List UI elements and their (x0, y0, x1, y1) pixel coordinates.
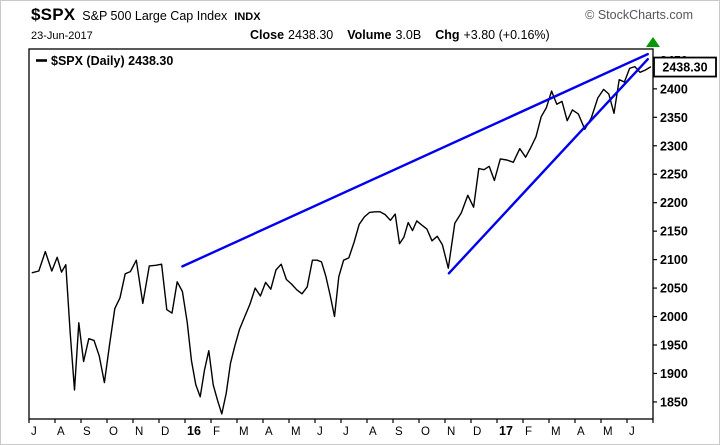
y-axis-label: 1950 (660, 339, 688, 353)
close-label: Close (250, 28, 285, 42)
x-axis-label: F (213, 426, 220, 438)
x-axis-label: N (135, 426, 143, 438)
volume-label: Volume (347, 28, 392, 42)
y-axis-label: 2150 (660, 225, 688, 239)
x-axis-label: A (577, 426, 585, 438)
x-axis-label: J (31, 426, 37, 438)
price-line (31, 65, 652, 415)
y-axis-label: 2250 (660, 168, 688, 182)
x-axis-label: 16 (187, 424, 201, 438)
x-axis-label: S (395, 426, 403, 438)
y-axis-label: 2000 (660, 310, 688, 324)
x-axis-label: O (109, 426, 118, 438)
lower-trendline (447, 58, 649, 275)
chg-value: +3.80 (+0.16%) (463, 28, 550, 42)
x-axis-label: S (83, 426, 91, 438)
x-axis-label: 17 (499, 424, 513, 438)
index-name: S&P 500 Large Cap Index (82, 9, 228, 23)
exchange-label: INDX (234, 11, 261, 23)
y-axis-label: 2050 (660, 282, 688, 296)
x-axis-label: O (421, 426, 430, 438)
x-axis-label: A (57, 426, 65, 438)
y-axis-label: 2300 (660, 139, 688, 153)
x-axis-label: A (369, 426, 377, 438)
x-axis-label: D (161, 426, 169, 438)
x-axis-label: F (525, 426, 532, 438)
plot-border (28, 48, 654, 420)
header-row: $SPX S&P 500 Large Cap Index INDX (31, 5, 261, 25)
x-axis-label: J (629, 426, 635, 438)
quote-summary: Close 2438.30 Volume 3.0B Chg +3.80 (+0.16%) (250, 28, 550, 42)
y-axis-label: 1850 (660, 395, 688, 409)
y-axis-label: 2400 (660, 82, 688, 96)
quote-date: 23-Jun-2017 (31, 30, 93, 42)
volume-value: 3.0B (395, 28, 422, 42)
x-axis-label: J (343, 426, 349, 438)
close-value: 2438.30 (288, 28, 334, 42)
symbol: $SPX (31, 5, 76, 24)
stockcharts-copyright: © StockCharts.com (585, 8, 693, 22)
y-axis-label: 2350 (660, 111, 688, 125)
y-axis-label: 2100 (660, 253, 688, 267)
upper-trendline (181, 52, 649, 268)
last-price-box (653, 56, 717, 78)
x-axis-label: M (603, 426, 613, 438)
x-axis-label: J (317, 426, 323, 438)
chg-label: Chg (435, 28, 460, 42)
x-axis-label: N (447, 426, 455, 438)
change-up-triangle-icon (646, 37, 660, 47)
x-axis-label: M (551, 426, 561, 438)
y-axis-label: 1900 (660, 367, 688, 381)
x-axis-label: M (291, 426, 301, 438)
x-axis-label: M (239, 426, 249, 438)
x-axis-label: A (265, 426, 273, 438)
x-axis-label: D (473, 426, 481, 438)
legend-label: $SPX (Daily) 2438.30 (51, 54, 173, 68)
last-price-label: 2438.30 (662, 61, 707, 75)
y-axis-label: 2200 (660, 196, 688, 210)
